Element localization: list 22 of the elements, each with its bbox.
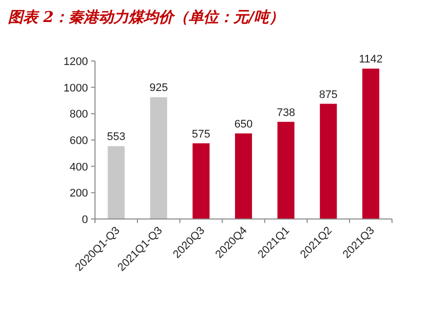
y-tick-label: 200 [70, 188, 88, 200]
bar [362, 68, 380, 219]
bar [277, 122, 294, 219]
bar [235, 133, 252, 219]
bar [320, 104, 337, 219]
data-label: 575 [192, 128, 210, 140]
y-tick-label: 800 [70, 108, 88, 121]
bar [108, 146, 125, 219]
data-label: 925 [149, 82, 168, 94]
y-tick-label: 1000 [64, 82, 88, 94]
y-tick-label: 1200 [64, 56, 88, 68]
data-label: 875 [319, 88, 338, 101]
data-label: 650 [234, 118, 253, 130]
data-label: 1142 [358, 54, 383, 66]
y-tick-label: 600 [70, 135, 88, 147]
data-label: 553 [107, 131, 126, 144]
bar [150, 97, 168, 219]
chart-title: 图表 2：秦港动力煤均价（单位：元/吨） [8, 8, 284, 26]
y-tick-label: 400 [70, 161, 88, 174]
bar [192, 143, 210, 219]
data-label: 738 [276, 106, 296, 119]
y-tick-label: 0 [82, 214, 88, 226]
